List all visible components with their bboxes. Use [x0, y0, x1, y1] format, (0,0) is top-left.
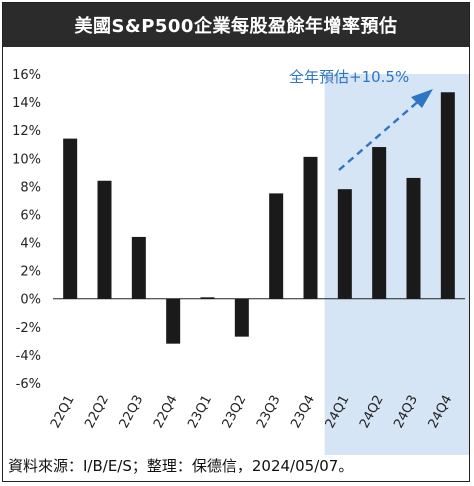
title-bar: 美國S&P500企業每股盈餘年增率預估 [3, 3, 469, 47]
y-tick-label: 10% [12, 152, 41, 167]
bar-23Q1 [200, 297, 215, 299]
bar-23Q3 [269, 193, 284, 299]
y-tick-label: -4% [16, 349, 41, 364]
bar-24Q2 [372, 147, 387, 299]
bar-24Q1 [337, 189, 352, 299]
bar-24Q4 [440, 92, 455, 299]
bar-24Q3 [406, 177, 421, 299]
y-tick-label: 16% [12, 68, 41, 83]
forecast-arrow-head [411, 89, 433, 108]
x-tick-label: 22Q4 [151, 393, 181, 431]
bar-22Q4 [166, 298, 181, 344]
x-tick-label: 22Q2 [82, 393, 112, 431]
x-tick-label: 22Q3 [117, 393, 147, 431]
bar-chart: -6%-4%-2%0%2%4%6%8%10%12%14%16%22Q1 22Q2 2… [12, 68, 469, 455]
source-note: 資料來源：I/B/E/S；整理：保德信，2024/05/07。 [8, 457, 354, 475]
chart-title: 美國S&P500企業每股盈餘年增率預估 [74, 16, 398, 37]
forecast-arrow-line [338, 98, 422, 171]
x-tick-label: 23Q2 [220, 393, 250, 431]
y-tick-label: 2% [20, 265, 41, 280]
x-tick-label: 23Q4 [288, 393, 318, 431]
y-tick-label: 12% [12, 124, 41, 139]
bar-23Q4 [303, 156, 318, 299]
x-tick-label: 22Q1 [48, 393, 78, 431]
bar-22Q3 [131, 236, 146, 299]
y-tick-label: 8% [20, 180, 41, 195]
x-tick-label: 23Q1 [185, 393, 215, 431]
bar-22Q2 [97, 180, 112, 299]
y-tick-label: -2% [16, 321, 41, 336]
chart-frame: 美國S&P500企業每股盈餘年增率預估 -6% -4% -2% 0% 2% 4% 6% 8% 1… [2, 2, 470, 482]
y-tick-label: 14% [12, 96, 41, 111]
bar-22Q1 [63, 138, 78, 299]
y-tick-label: -6% [16, 377, 41, 392]
y-tick-label: 6% [20, 208, 41, 223]
bar-23Q2 [234, 298, 249, 337]
x-tick-label: 23Q3 [254, 393, 284, 431]
forecast-annotation: 全年預估+10.5% [289, 68, 409, 86]
y-tick-label: 0% [20, 293, 41, 308]
y-tick-label: 4% [20, 237, 41, 252]
